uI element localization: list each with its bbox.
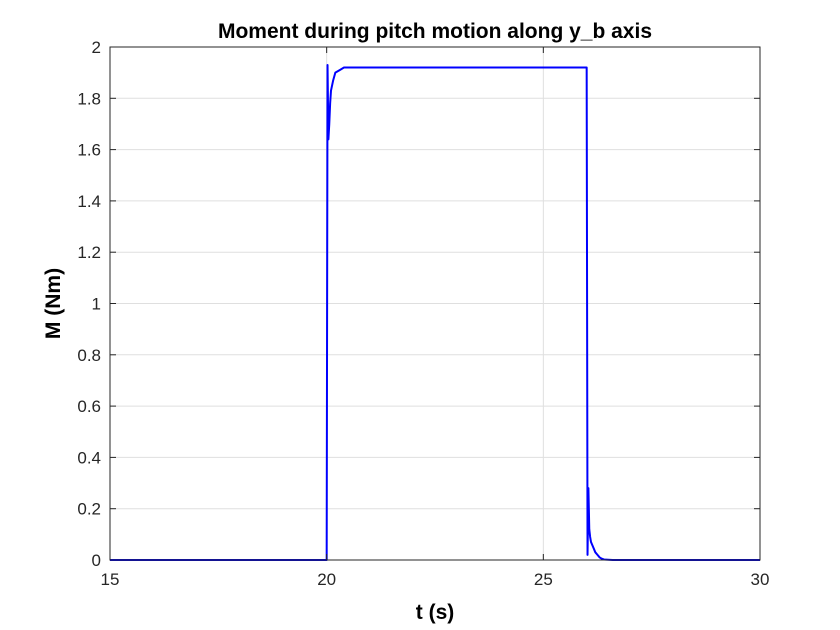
y-tick-label: 0.4 — [77, 448, 101, 467]
y-tick-label: 1 — [92, 295, 101, 314]
y-tick-label: 1.2 — [77, 243, 101, 262]
y-tick-label: 0.8 — [77, 346, 101, 365]
ticks: 15 20 25 30 0 0.2 0.4 0.6 0.8 1 1.2 1.4 1.6 1.8 2 — [77, 38, 769, 589]
y-tick-label: 0 — [92, 551, 101, 570]
y-tick-label: 0.2 — [77, 500, 101, 519]
y-tick-label: 1.8 — [77, 89, 101, 108]
y-axis-label: M (Nm) — [42, 268, 65, 339]
x-tick-label: 20 — [317, 570, 336, 589]
y-tick-label: 0.6 — [77, 397, 101, 416]
x-tick-label: 15 — [101, 570, 120, 589]
y-tick-label: 2 — [92, 38, 101, 57]
y-tick-label: 1.6 — [77, 141, 101, 160]
chart-title: Moment during pitch motion along y_b axi… — [218, 20, 652, 43]
x-axis-label: t (s) — [416, 601, 455, 624]
x-tick-label: 25 — [534, 570, 553, 589]
x-tick-label: 30 — [751, 570, 770, 589]
y-tick-label: 1.4 — [77, 192, 101, 211]
